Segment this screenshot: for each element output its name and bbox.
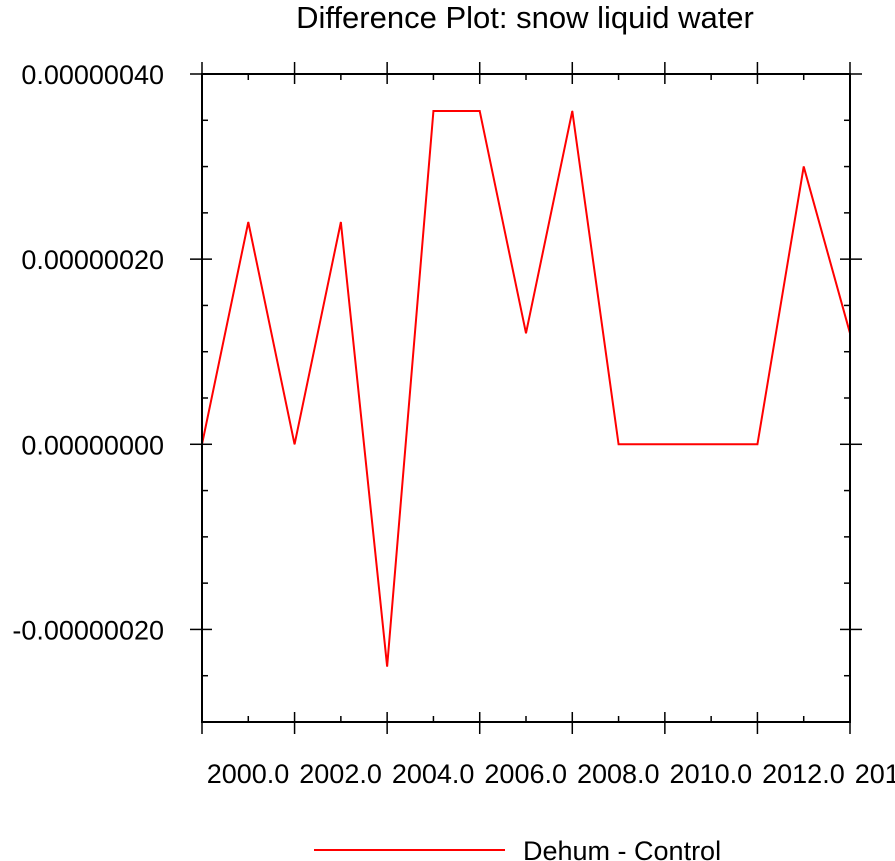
- data-point: [432, 110, 434, 112]
- y-tick-label: 0.00000000: [21, 430, 164, 460]
- x-tick-label: 2014.0: [855, 759, 895, 789]
- x-tick-label: 2000.0: [207, 759, 290, 789]
- data-point: [294, 443, 296, 445]
- data-point: [386, 665, 388, 667]
- x-tick-label: 2002.0: [299, 759, 382, 789]
- x-tick-label: 2012.0: [762, 759, 845, 789]
- data-point: [340, 221, 342, 223]
- tick-labels: 2000.0 2002.0 2004.0 2006.0 2008.0 2010.0 2012…: [12, 60, 895, 789]
- data-point: [571, 110, 573, 112]
- plot-series: [201, 110, 851, 667]
- x-tick-label: 2004.0: [392, 759, 475, 789]
- data-point: [618, 443, 620, 445]
- chart-title: Difference Plot: snow liquid water: [296, 0, 754, 35]
- legend: Dehum - Control: [314, 836, 721, 861]
- x-tick-label: 2010.0: [670, 759, 753, 789]
- series-line-0: [201, 110, 851, 667]
- x-tick-label: 2006.0: [484, 759, 567, 789]
- data-point: [525, 332, 527, 334]
- data-point: [710, 443, 712, 445]
- y-tick-label: 0.00000020: [21, 245, 164, 275]
- y-tick-label: 0.00000040: [21, 60, 164, 90]
- data-point: [803, 166, 805, 168]
- x-tick-label: 2008.0: [577, 759, 660, 789]
- plot-frame: [201, 73, 851, 723]
- axes-ticks: [190, 62, 862, 734]
- data-point: [247, 221, 249, 223]
- data-point: [479, 110, 481, 112]
- y-tick-label: -0.00000020: [12, 615, 164, 645]
- data-point: [756, 443, 758, 445]
- data-point: [664, 443, 666, 445]
- legend-label: Dehum - Control: [523, 836, 721, 861]
